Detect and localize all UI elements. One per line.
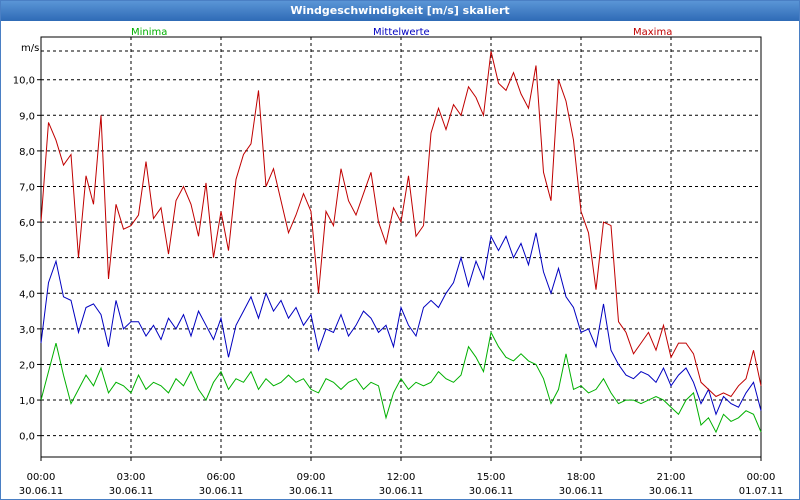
x-tick-date: 30.06.11 xyxy=(199,486,244,497)
series-line-maxima xyxy=(40,51,762,398)
y-tick-label: 8,0 xyxy=(19,147,35,158)
x-tick-date: 30.06.11 xyxy=(559,486,604,497)
x-tick-date: 01.07.11 xyxy=(739,486,784,497)
x-tick-date: 30.06.11 xyxy=(649,486,694,497)
y-tick-label: 6,0 xyxy=(19,218,35,229)
y-tick-label: 10,0 xyxy=(13,76,35,87)
y-tick-label: 7,0 xyxy=(19,182,35,193)
series-lines xyxy=(40,51,762,434)
x-axis-ticks: 00:00 30.06.11 03:00 30.06.11 06:00 30.06.11 0… xyxy=(19,457,784,497)
y-axis-ticks: 0,0 1,0 2,0 3,0 4,0 5,0 6,0 7,0 8,0 9,0 10,0 xyxy=(13,76,41,443)
x-tick-time: 21:00 xyxy=(657,472,686,483)
x-tick-time: 03:00 xyxy=(117,472,146,483)
y-tick-label: 5,0 xyxy=(19,254,35,265)
legend-minima: Minima xyxy=(131,27,167,38)
x-tick-time: 15:00 xyxy=(477,472,506,483)
x-tick-time: 06:00 xyxy=(207,472,236,483)
x-tick-time: 00:00 xyxy=(747,472,776,483)
x-tick-time: 00:00 xyxy=(27,472,56,483)
x-tick-date: 30.06.11 xyxy=(19,486,64,497)
y-tick-label: 0,0 xyxy=(19,432,35,443)
x-tick-time: 18:00 xyxy=(567,472,596,483)
y-axis-label: m/s xyxy=(21,43,39,54)
grid-lines xyxy=(41,37,761,457)
y-tick-label: 1,0 xyxy=(19,396,35,407)
series-line-minima xyxy=(40,330,762,434)
y-tick-label: 4,0 xyxy=(19,289,35,300)
y-tick-label: 3,0 xyxy=(19,325,35,336)
legend-mittelwerte: Mittelwerte xyxy=(373,27,430,38)
window-title: Windgeschwindigkeit [m/s] skaliert xyxy=(1,1,799,21)
legend-maxima: Maxima xyxy=(633,27,672,38)
x-tick-time: 12:00 xyxy=(387,472,416,483)
x-tick-date: 30.06.11 xyxy=(289,486,334,497)
x-tick-date: 30.06.11 xyxy=(469,486,514,497)
x-tick-time: 09:00 xyxy=(297,472,326,483)
x-tick-date: 30.06.11 xyxy=(109,486,154,497)
x-tick-date: 30.06.11 xyxy=(379,486,424,497)
y-tick-label: 9,0 xyxy=(19,111,35,122)
y-tick-label: 2,0 xyxy=(19,360,35,371)
series-line-mittelwerte xyxy=(40,232,762,416)
